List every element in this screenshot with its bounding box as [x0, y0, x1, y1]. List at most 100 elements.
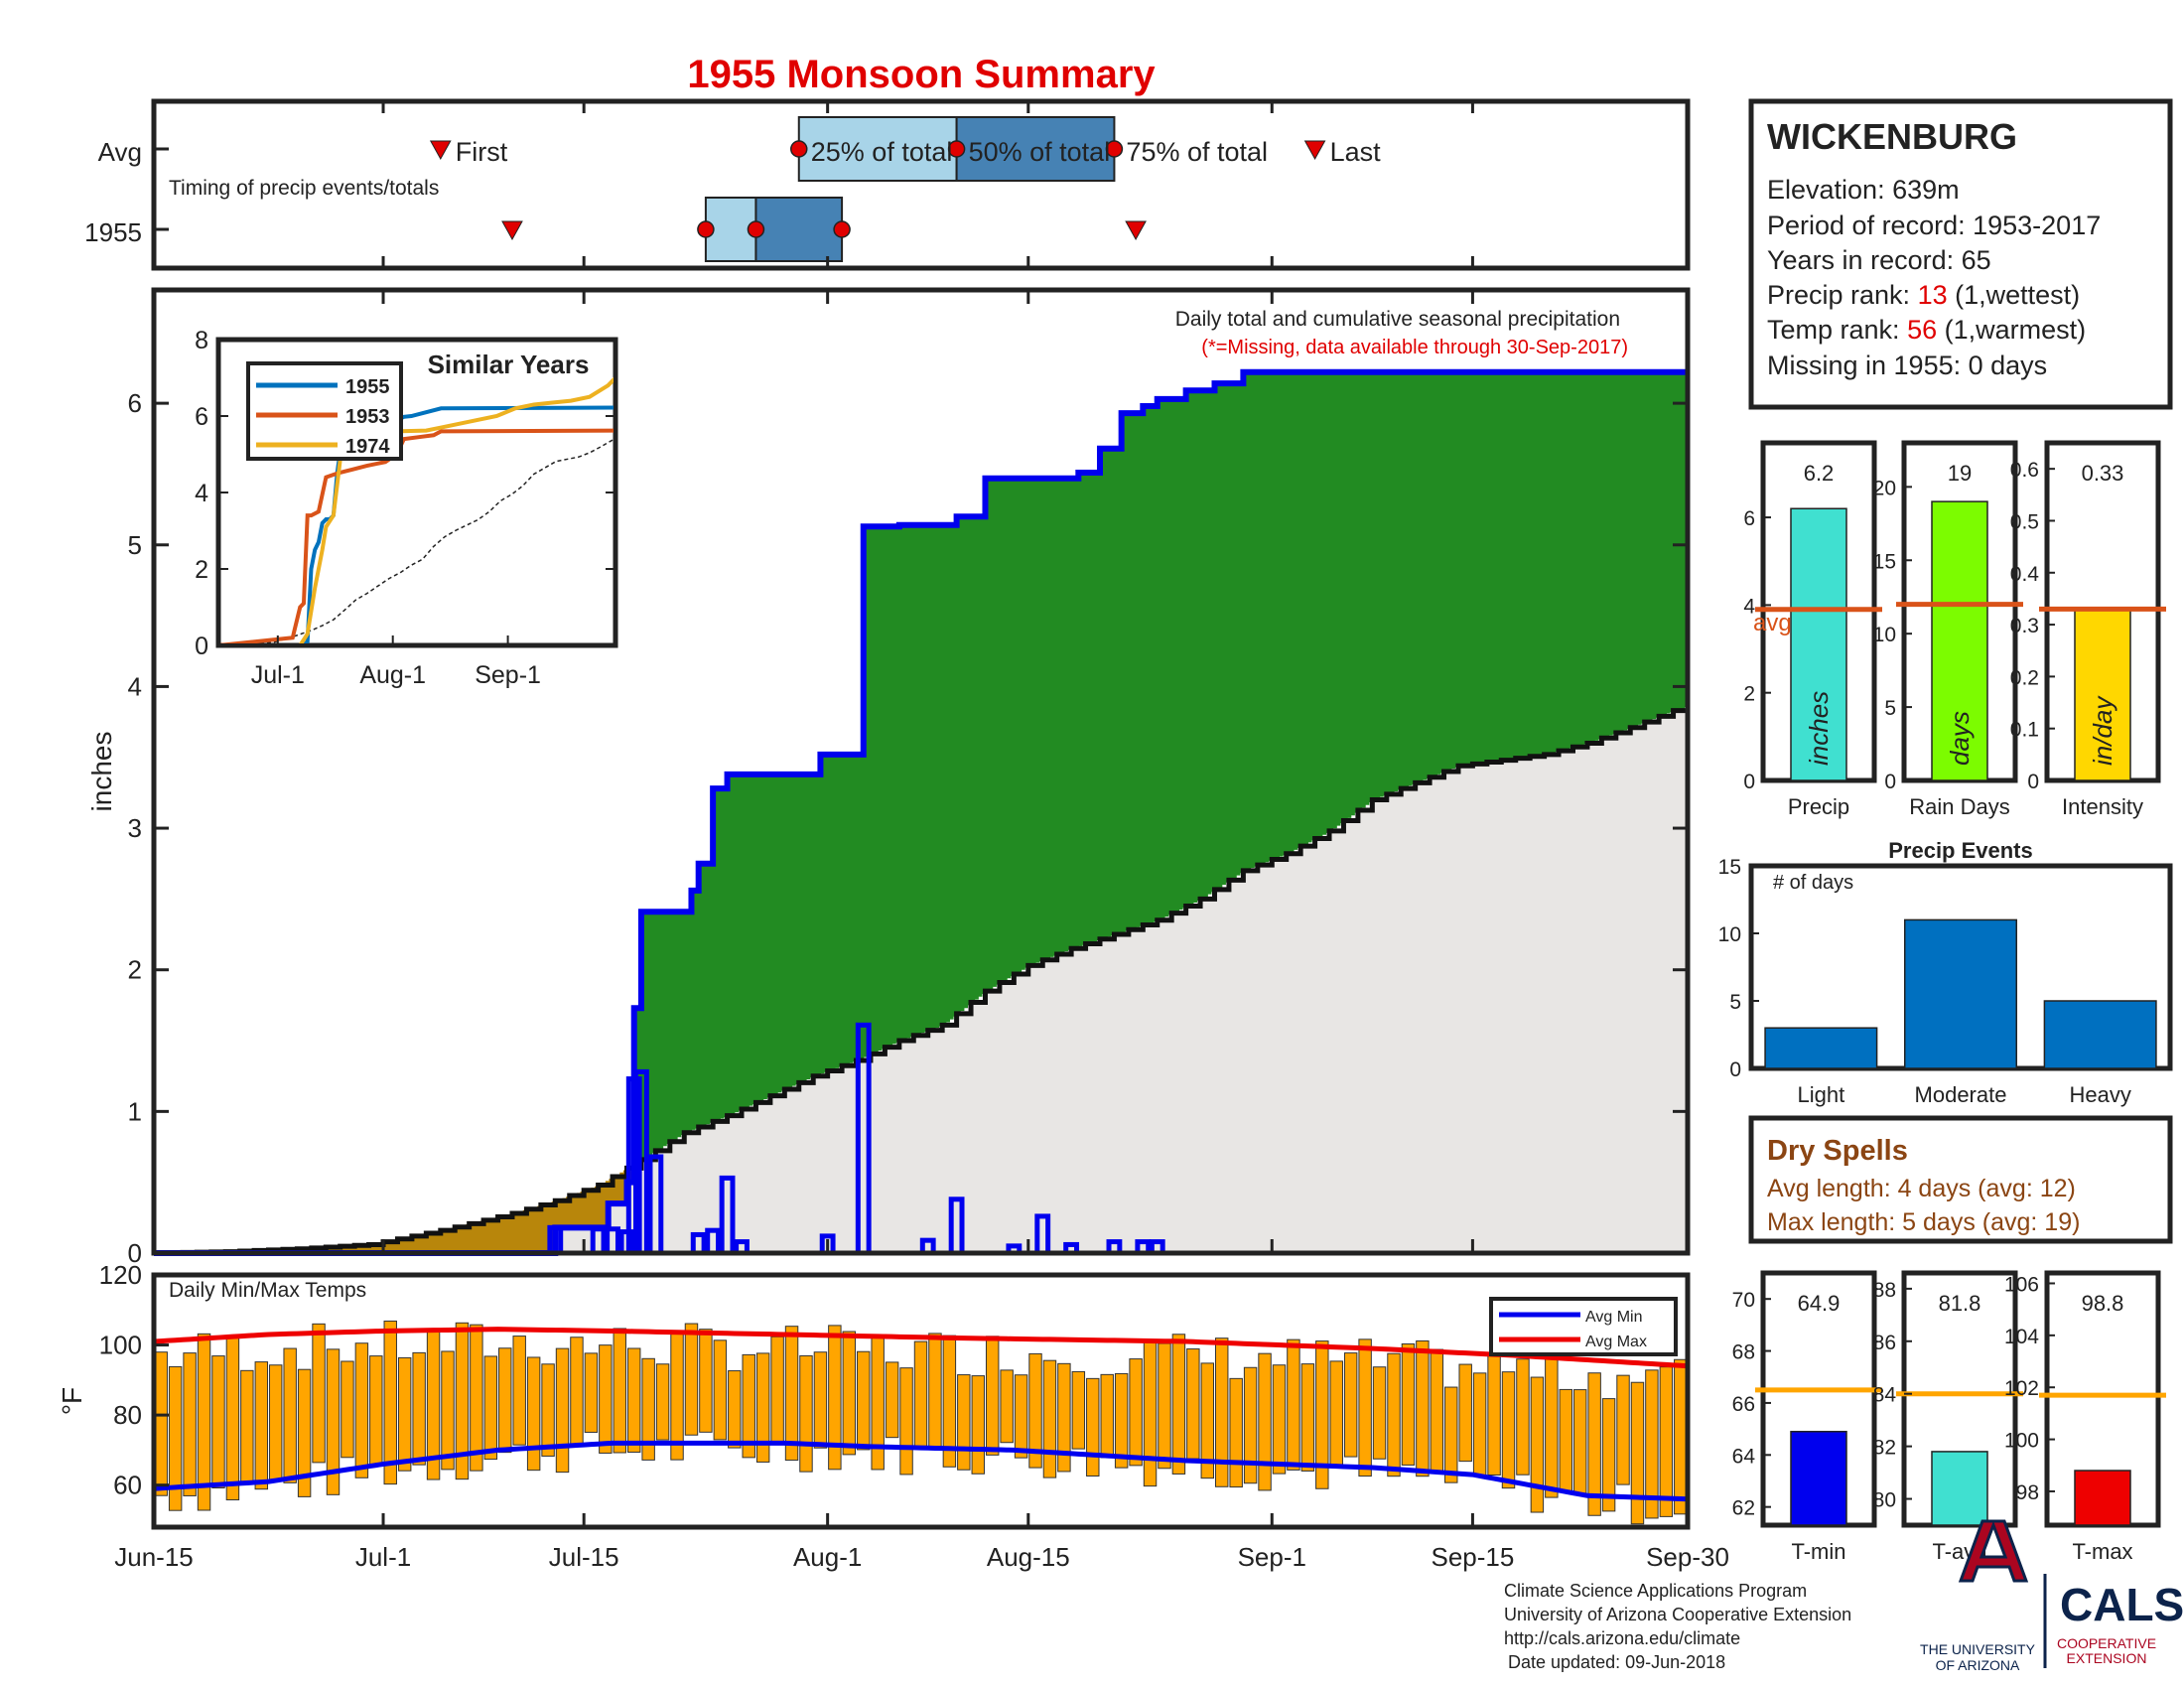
- precip-ytick-label: 4: [128, 671, 142, 701]
- daily-temp-bar: [412, 1351, 426, 1466]
- inset-legend-label-1955: 1955: [345, 376, 390, 398]
- avg-min-line: [153, 1440, 1689, 1502]
- temp-legend: [1489, 1297, 1678, 1356]
- daily-temp-bar: [713, 1339, 728, 1441]
- panel-ytick-label: 82: [1873, 1437, 1896, 1460]
- panel-ytick-label: 10: [1873, 624, 1896, 646]
- bar-Intensity: [2074, 608, 2131, 781]
- footer-line3: http://cals.arizona.edu/climate: [1504, 1628, 1740, 1648]
- daily-temp-bar: [269, 1364, 283, 1481]
- panel-ytick-label: 0.2: [2010, 666, 2039, 689]
- temp-ytick-label: 120: [99, 1260, 142, 1290]
- daily-temp-bar: [341, 1360, 354, 1459]
- value-Rain Days: 19: [1948, 461, 1972, 486]
- cals-text3: EXTENSION: [2067, 1650, 2147, 1666]
- daily-temp-bar: [1200, 1362, 1215, 1479]
- events-category-label: Light: [1797, 1082, 1844, 1107]
- daily-temp-bar: [813, 1351, 828, 1449]
- precip-events-chart: Light Moderate Heavy 0 5 10 15: [1718, 856, 2173, 1107]
- value-T-max: 98.8: [2082, 1291, 2124, 1316]
- daily-temp-bar: [1601, 1398, 1616, 1512]
- temp-rank: Temp rank: 56 (1,warmest): [1767, 315, 2086, 345]
- daily-temp-bar: [1287, 1338, 1300, 1471]
- daily-temp-bar: [1516, 1358, 1530, 1476]
- dry-spells: Dry Spells Avg length: 4 days (avg: 12) …: [1748, 1115, 2173, 1244]
- panel-ytick-label: 88: [1873, 1279, 1896, 1302]
- daily-temp-bar: [784, 1326, 799, 1462]
- panel-ytick-label: 106: [2004, 1273, 2039, 1296]
- value-Precip: 6.2: [1804, 461, 1835, 486]
- daily-temp-bar: [1559, 1388, 1572, 1493]
- station-years: Years in record: 65: [1767, 245, 1991, 275]
- daily-temp-bar: [971, 1375, 985, 1475]
- daily-temp-bar: [512, 1336, 526, 1446]
- inset-ytick-label: 0: [195, 633, 208, 660]
- events-bar-Light: [1764, 1027, 1878, 1069]
- daily-temp-bar: [1129, 1358, 1143, 1467]
- daily-temp-bar: [655, 1363, 670, 1441]
- panel-ytick-label: 64: [1732, 1445, 1756, 1468]
- panel-ytick-label: 100: [2004, 1430, 2039, 1453]
- daily-temp-bar: [913, 1340, 928, 1447]
- events-bar-Moderate: [1903, 918, 2018, 1069]
- daily-temp-bar: [1042, 1359, 1057, 1478]
- panel-ytick-label: 80: [1873, 1489, 1896, 1512]
- inset-ytick-label: 6: [195, 403, 208, 431]
- xtick-label: Jul-15: [549, 1542, 619, 1572]
- panel-ytick-label: 86: [1873, 1332, 1896, 1354]
- daily-temp-bar: [1530, 1376, 1545, 1513]
- daily-temp-bar: [225, 1336, 240, 1501]
- daily-temp-bar: [985, 1336, 1000, 1456]
- avg-first-marker: [429, 140, 452, 161]
- precip-ytick-label: 1: [128, 1096, 142, 1126]
- inset-ytick-label: 8: [195, 327, 208, 354]
- inset-xtick-label: Aug-1: [359, 661, 426, 689]
- daily-temp-bar: [599, 1344, 613, 1454]
- avg-max-line: [153, 1327, 1689, 1369]
- daily-temp-bar: [1186, 1348, 1200, 1460]
- daily-temp-bar: [455, 1322, 470, 1480]
- daily-temp-bar: [154, 1351, 168, 1496]
- season-stats-bars: 6.2 0 2 4 6 Precip inches avg 19 0 5 10 15 20 Rain Day…: [1743, 440, 2166, 819]
- footer: Climate Science Applications Program Uni…: [1504, 1581, 1851, 1672]
- timing-row-1955: 1955: [84, 217, 142, 247]
- precip-note: Daily total and cumulative seasonal prec…: [1175, 308, 1620, 331]
- daily-temp-bar: [1444, 1386, 1458, 1483]
- daily-temp-bar: [957, 1374, 971, 1471]
- daily-temp-bar: [1587, 1372, 1601, 1516]
- daily-temp-bar: [1372, 1366, 1387, 1460]
- value-Intensity: 0.33: [2082, 461, 2124, 486]
- panel-ytick-label: 15: [1873, 550, 1896, 573]
- daily-temp-bar: [441, 1350, 455, 1471]
- inset-ytick-label: 4: [195, 480, 208, 507]
- avg-p75-marker: [1105, 140, 1124, 158]
- panel-ytick-label: 0.5: [2010, 510, 2039, 533]
- panel-ytick-label: 104: [2004, 1326, 2039, 1348]
- daily-temp-bar: [828, 1325, 842, 1471]
- daily-temp-bar: [397, 1356, 412, 1472]
- footer-line2: University of Arizona Cooperative Extens…: [1504, 1605, 1851, 1624]
- daily-temp-bar: [1258, 1352, 1272, 1491]
- station-period: Period of record: 1953-2017: [1767, 211, 2101, 240]
- temp-stats-bars: 64.96264666870T-min81.88082848688T-avg98…: [1732, 1270, 2166, 1564]
- timing-note: Timing of precip events/totals: [169, 177, 439, 200]
- value-T-min: 64.9: [1798, 1291, 1841, 1316]
- panel-ytick-label: 62: [1732, 1497, 1755, 1520]
- daily-temp-bar: [1387, 1352, 1401, 1477]
- daily-temp-bar: [728, 1370, 742, 1449]
- panel-unit-Rain Days: days: [1945, 711, 1975, 766]
- footer-line4: Date updated: 09-Jun-2018: [1508, 1652, 1725, 1672]
- inset-marks: 0 2 4 6 8 Jul-1 Aug-1 Sep-1: [195, 327, 617, 689]
- daily-temp-bar: [498, 1347, 512, 1454]
- station-name: WICKENBURG: [1767, 116, 2017, 157]
- daily-temp-bar: [326, 1348, 341, 1495]
- figure-title: 1955 Monsoon Summary: [687, 53, 1156, 96]
- events-ytick-label: 0: [1729, 1058, 1741, 1081]
- xtick-label: Aug-1: [793, 1542, 862, 1572]
- daily-temp-bar: [1358, 1338, 1372, 1477]
- bar-Rain Days: [1931, 500, 1988, 781]
- panel-ytick-label: 102: [2004, 1377, 2039, 1400]
- daily-temp-bar: [584, 1352, 599, 1433]
- daily-temp-bar: [570, 1336, 584, 1446]
